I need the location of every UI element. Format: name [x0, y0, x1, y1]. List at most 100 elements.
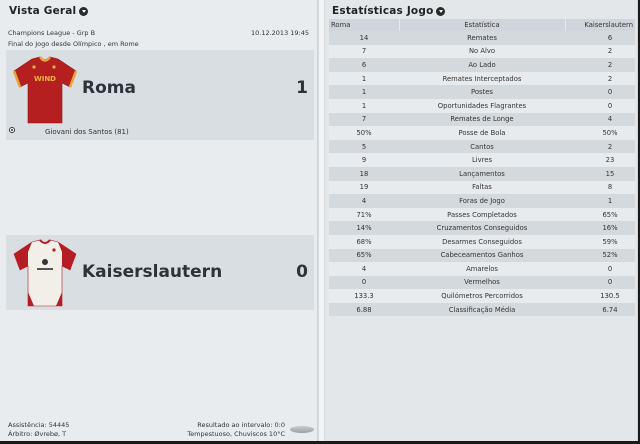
stat-label: Livres	[399, 153, 565, 167]
away-shirt-icon	[13, 239, 77, 307]
home-value: 1	[329, 71, 399, 86]
stat-label: Desarmes Conseguidos	[399, 234, 565, 249]
table-row: 19 Faltas 8	[329, 180, 635, 195]
stat-label: Ao Lado	[399, 58, 565, 72]
home-value: 71%	[329, 207, 399, 222]
home-value: 18	[329, 166, 399, 181]
table-row: 5 Cantos 2	[329, 139, 635, 154]
dropdown-icon[interactable]	[436, 6, 446, 16]
stat-label: Cabeceamentos Ganhos	[399, 248, 565, 263]
away-value: 16%	[565, 221, 635, 235]
column-header-home[interactable]: Roma	[329, 19, 400, 31]
venue-label: Final do Jogo desde Olímpico , em Rome	[8, 40, 139, 48]
home-value: 133.3	[329, 289, 399, 303]
stat-label: Oportunidades Flagrantes	[399, 98, 565, 113]
home-value: 4	[329, 262, 399, 276]
stat-label: Remates de Longe	[399, 112, 565, 127]
stat-label: Remates	[399, 31, 565, 45]
home-value: 50%	[329, 126, 399, 140]
away-value: 59%	[565, 234, 635, 249]
competition-label: Champions League - Grp B	[8, 29, 96, 37]
away-value: 0	[565, 85, 635, 99]
overview-title-label: Vista Geral	[9, 5, 77, 17]
away-value: 1	[565, 194, 635, 208]
table-row: 14 Remates 6	[329, 31, 635, 45]
stat-label: Cantos	[399, 139, 565, 154]
home-value: 9	[329, 153, 399, 167]
table-row: 1 Remates Interceptados 2	[329, 71, 635, 86]
stat-label: Posse de Bola	[399, 126, 565, 140]
home-value: 7	[329, 44, 399, 59]
column-header-stat[interactable]: Estatística	[399, 19, 566, 31]
table-row: 0 Vermelhos 0	[329, 275, 635, 290]
away-value: 52%	[565, 248, 635, 263]
stats-title-label: Estatísticas Jogo	[332, 5, 434, 17]
home-value: 19	[329, 180, 399, 195]
overview-title[interactable]: Vista Geral	[9, 5, 89, 17]
home-score: 1	[296, 78, 308, 98]
home-value: 6	[329, 58, 399, 72]
away-value: 130.5	[565, 289, 635, 303]
table-row: 4 Amarelos 0	[329, 262, 635, 276]
stat-label: Postes	[399, 85, 565, 99]
stat-label: Quilómetros Percorridos	[399, 289, 565, 303]
table-row: 68% Desarmes Conseguidos 59%	[329, 234, 635, 249]
stat-label: Remates Interceptados	[399, 71, 565, 86]
table-row: 4 Foras de Jogo 1	[329, 194, 635, 208]
away-value: 50%	[565, 126, 635, 140]
scorer-name[interactable]: Giovani dos Santos (81)	[45, 128, 129, 136]
scorer-row: Giovani dos Santos (81)	[6, 124, 314, 138]
home-value: 68%	[329, 234, 399, 249]
away-value: 6	[565, 31, 635, 45]
home-value: 65%	[329, 248, 399, 263]
attendance-label: Assistência: 54445	[8, 421, 70, 429]
column-header-away[interactable]: Kaiserslautern	[565, 19, 635, 31]
away-score: 0	[296, 262, 308, 282]
panel-divider[interactable]	[318, 0, 325, 441]
away-value: 6.74	[565, 302, 635, 317]
away-value: 0	[565, 98, 635, 113]
home-value: 6.88	[329, 302, 399, 317]
match-stats-panel: Estatísticas Jogo Roma Estatística Kaise…	[325, 0, 638, 441]
home-value: 1	[329, 85, 399, 99]
ball-icon	[9, 127, 15, 133]
stat-label: Foras de Jogo	[399, 194, 565, 208]
match-datetime: 10.12.2013 19:45	[250, 29, 309, 37]
cloud-icon	[290, 426, 314, 433]
stats-table: Roma Estatística Kaiserslautern 14 Remate…	[329, 19, 635, 317]
table-row: 65% Cabeceamentos Ganhos 52%	[329, 248, 635, 263]
home-value: 5	[329, 139, 399, 154]
stat-label: Faltas	[399, 180, 565, 195]
away-team-name[interactable]: Kaiserslautern	[82, 262, 223, 282]
away-value: 8	[565, 180, 635, 195]
table-row: 14% Cruzamentos Conseguidos 16%	[329, 221, 635, 235]
home-team-box: WIND Roma 1 Giovani dos Santos (81)	[6, 50, 314, 140]
stats-title[interactable]: Estatísticas Jogo	[332, 5, 446, 17]
table-row: 18 Lançamentos 15	[329, 166, 635, 181]
svg-text:WIND: WIND	[34, 75, 56, 83]
table-row: 9 Livres 23	[329, 153, 635, 167]
home-value: 4	[329, 194, 399, 208]
home-value: 14%	[329, 221, 399, 235]
stat-label: No Alvo	[399, 44, 565, 59]
overview-panel: Vista Geral Champions League - Grp B 10.…	[0, 0, 318, 441]
away-value: 15	[565, 166, 635, 181]
table-row: 50% Posse de Bola 50%	[329, 126, 635, 140]
home-team-name[interactable]: Roma	[82, 78, 136, 98]
stat-label: Amarelos	[399, 262, 565, 276]
stat-label: Vermelhos	[399, 275, 565, 290]
table-row: 7 No Alvo 2	[329, 44, 635, 59]
away-value: 2	[565, 71, 635, 86]
weather-label: Tempestuoso, Chuviscos 10°C	[187, 430, 285, 438]
stat-label: Lançamentos	[399, 166, 565, 181]
dropdown-icon[interactable]	[79, 6, 89, 16]
away-value: 4	[565, 112, 635, 127]
table-row: 1 Postes 0	[329, 85, 635, 99]
home-value: 7	[329, 112, 399, 127]
away-value: 0	[565, 262, 635, 276]
referee-label[interactable]: Árbitro: Øvrebø, T	[8, 430, 67, 438]
away-team-box: Kaiserslautern 0	[6, 235, 314, 310]
table-row: 1 Oportunidades Flagrantes 0	[329, 98, 635, 113]
away-value: 0	[565, 275, 635, 290]
table-row: 6 Ao Lado 2	[329, 58, 635, 72]
